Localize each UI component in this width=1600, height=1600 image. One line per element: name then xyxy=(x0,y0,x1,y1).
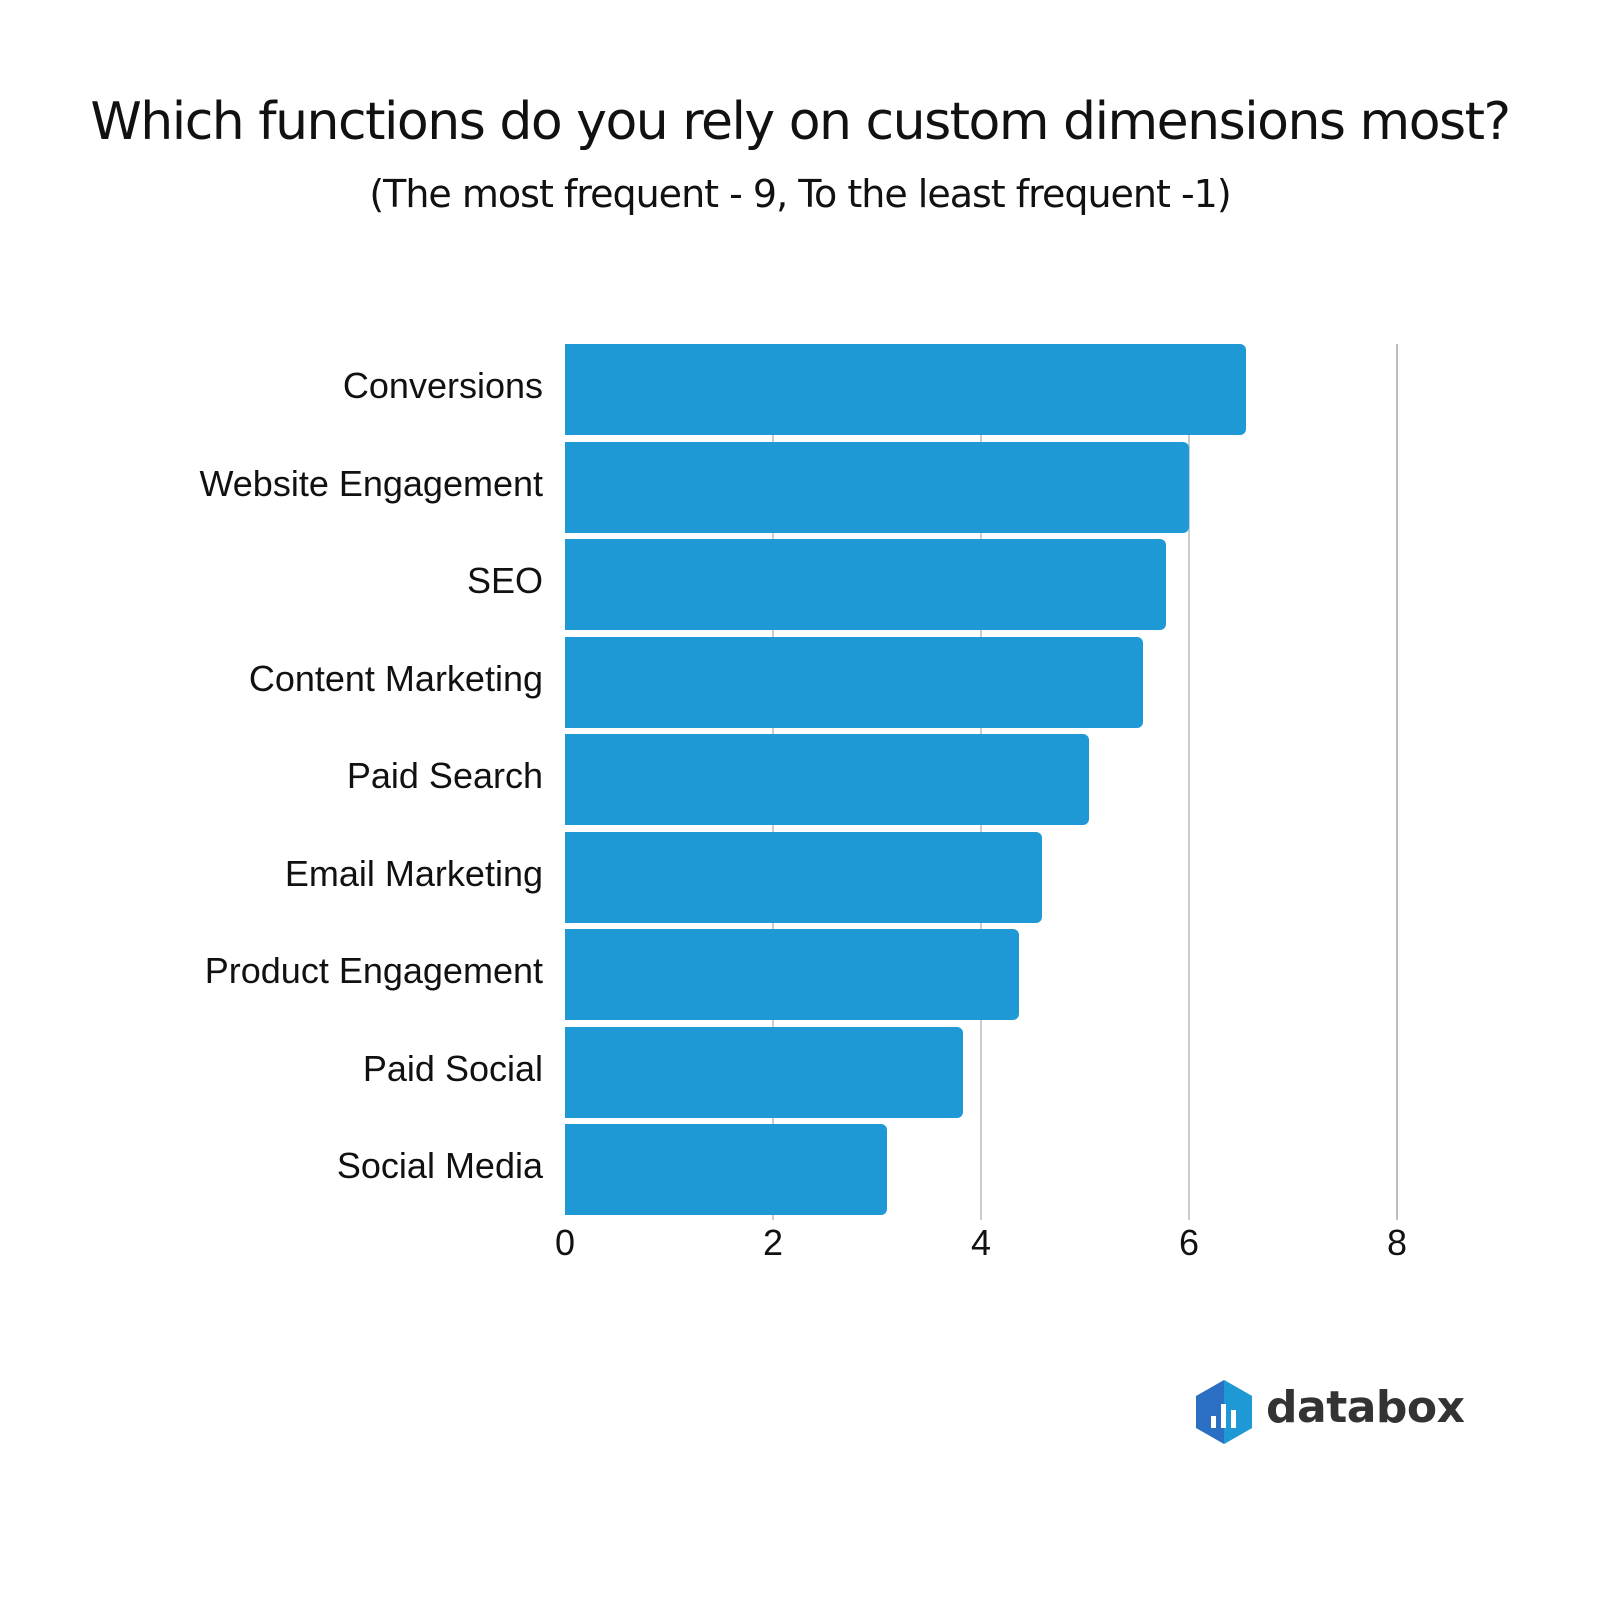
bar xyxy=(565,636,1144,728)
gridline xyxy=(1188,344,1190,1220)
bar xyxy=(565,441,1189,533)
bar xyxy=(565,734,1090,825)
x-tick-label: 2 xyxy=(762,1222,784,1263)
x-tick-label: 4 xyxy=(970,1222,992,1263)
bar xyxy=(565,929,1020,1020)
chart-title: Which functions do you rely on custom di… xyxy=(90,92,1511,152)
category-label: Product Engagement xyxy=(204,950,543,991)
category-label: Conversions xyxy=(342,365,543,406)
bar xyxy=(565,344,1247,435)
x-tick-label: 8 xyxy=(1386,1222,1408,1263)
category-label: Paid Social xyxy=(362,1047,543,1089)
category-label: Social Media xyxy=(336,1145,543,1186)
x-tick-label: 0 xyxy=(554,1222,576,1263)
databox-logo-text: databox xyxy=(1266,1382,1465,1433)
bar xyxy=(565,1124,888,1215)
plot-area xyxy=(565,344,1403,1220)
category-label: Website Engagement xyxy=(199,462,543,504)
category-label: SEO xyxy=(466,560,543,601)
category-label: Content Marketing xyxy=(248,657,543,699)
category-label: Email Marketing xyxy=(284,852,543,894)
bar xyxy=(565,1026,964,1118)
bar xyxy=(565,539,1167,630)
gridline xyxy=(1396,344,1398,1220)
bar xyxy=(565,831,1043,923)
chart-subtitle: (The most frequent - 9, To the least fre… xyxy=(369,172,1231,216)
databox-logo-icon xyxy=(1196,1380,1252,1444)
databox-logo: databox xyxy=(1196,1380,1465,1444)
category-label: Paid Search xyxy=(346,755,543,796)
x-tick-label: 6 xyxy=(1178,1222,1200,1263)
